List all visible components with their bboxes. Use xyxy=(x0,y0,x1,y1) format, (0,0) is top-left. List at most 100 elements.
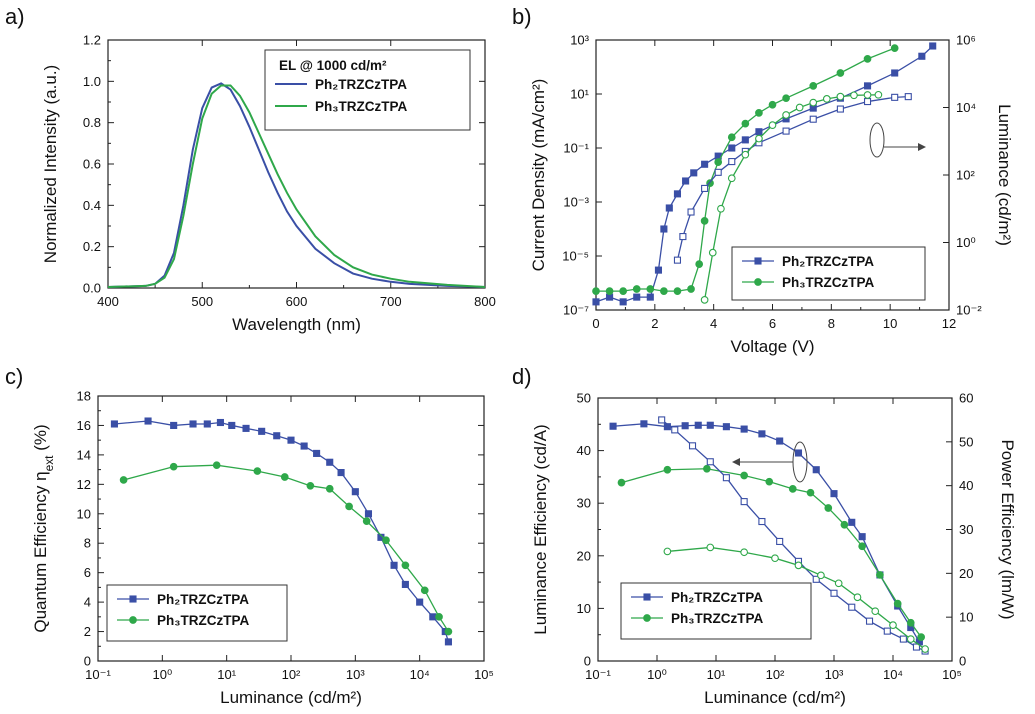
data-point xyxy=(883,627,891,635)
y-tick-label: 1.0 xyxy=(83,74,101,89)
y-tick-label: 14 xyxy=(77,447,91,462)
data-point xyxy=(654,266,663,274)
data-point xyxy=(754,278,762,286)
data-point xyxy=(755,109,763,117)
data-point xyxy=(758,517,766,526)
data-point xyxy=(906,618,915,627)
data-point xyxy=(169,462,178,471)
data-point xyxy=(850,91,858,100)
legend: EL @ 1000 cd/m² Ph₂TRZCzTPA Ph₃TRZCzTPA xyxy=(264,49,471,131)
data-point xyxy=(688,442,697,450)
series-3 xyxy=(663,543,929,653)
data-point xyxy=(768,121,777,129)
x-tick-label: 2 xyxy=(651,316,658,331)
data-point xyxy=(917,633,926,641)
data-point xyxy=(822,95,831,103)
x-axis-label: Voltage (V) xyxy=(730,337,814,356)
data-point xyxy=(840,520,849,529)
y2-tick-label: 30 xyxy=(959,522,973,537)
data-point xyxy=(663,465,672,474)
series-1 xyxy=(592,44,899,295)
data-point xyxy=(617,478,626,487)
data-point xyxy=(863,55,872,63)
legend-box xyxy=(264,49,471,131)
data-point xyxy=(673,256,682,264)
data-point xyxy=(717,204,725,213)
legend-label: Ph₃TRZCzTPA xyxy=(782,275,874,290)
x-axis-label: Luminance (cd/m²) xyxy=(220,688,362,707)
panel-label: b) xyxy=(512,4,532,29)
data-point xyxy=(889,621,897,629)
data-point xyxy=(216,418,224,427)
data-point xyxy=(714,168,722,176)
series-group-ellipse xyxy=(869,122,885,158)
x-axis-label: Wavelength (nm) xyxy=(232,315,361,334)
data-point xyxy=(788,485,797,493)
data-point xyxy=(830,589,838,597)
data-point xyxy=(776,537,784,546)
y2-tick-label: 10⁴ xyxy=(956,100,976,115)
data-point xyxy=(660,287,668,295)
series-line xyxy=(107,82,486,288)
data-point xyxy=(758,430,766,438)
data-point xyxy=(740,471,749,480)
series-0 xyxy=(107,82,486,288)
data-point xyxy=(687,285,695,293)
legend-label: Ph₂TRZCzTPA xyxy=(157,592,249,607)
data-point xyxy=(740,498,748,506)
panel-label: a) xyxy=(5,4,25,29)
data-point xyxy=(253,467,262,475)
data-point xyxy=(658,416,666,424)
data-point xyxy=(834,579,843,588)
y-tick-label: 0.6 xyxy=(83,157,101,172)
data-point xyxy=(189,420,197,428)
data-point xyxy=(904,93,912,101)
data-point xyxy=(782,94,790,103)
y-tick-label: 20 xyxy=(577,548,591,563)
series-3 xyxy=(700,90,883,304)
y-tick-label: 12 xyxy=(77,477,91,492)
data-point xyxy=(390,561,398,569)
data-point xyxy=(444,627,453,636)
data-point xyxy=(306,481,315,490)
data-point xyxy=(714,158,723,166)
data-point xyxy=(313,449,321,457)
y-tick-label: 10⁻¹ xyxy=(563,141,589,156)
y2-tick-label: 10⁻² xyxy=(956,303,982,318)
x-tick-label: 12 xyxy=(942,316,956,331)
legend-label: Ph₂TRZCzTPA xyxy=(782,254,874,269)
panel-label: c) xyxy=(5,364,23,389)
data-point xyxy=(865,617,874,625)
x-tick-label: 10 xyxy=(883,316,897,331)
data-point xyxy=(695,260,704,268)
data-point xyxy=(679,233,687,241)
data-point xyxy=(362,517,371,525)
data-point xyxy=(273,432,281,440)
data-point xyxy=(771,554,779,563)
y2-tick-label: 0 xyxy=(959,654,966,669)
data-point xyxy=(740,425,748,433)
x-tick-label: 10¹ xyxy=(217,667,236,682)
data-point xyxy=(701,184,709,192)
y-tick-label: 0.2 xyxy=(83,239,101,254)
data-point xyxy=(874,90,883,99)
data-point xyxy=(722,423,730,431)
x-tick-label: 10⁵ xyxy=(474,667,494,682)
data-point xyxy=(728,144,736,152)
y-tick-label: 30 xyxy=(577,496,591,511)
data-point xyxy=(110,420,118,428)
y-tick-label: 0 xyxy=(584,654,591,669)
y-tick-label: 10³ xyxy=(570,33,589,48)
data-point xyxy=(754,257,762,265)
data-point xyxy=(242,424,250,432)
data-point xyxy=(794,561,803,570)
y-tick-label: 0.0 xyxy=(83,281,101,296)
series-1 xyxy=(107,84,486,288)
data-point xyxy=(337,469,345,477)
data-point xyxy=(812,466,820,474)
data-point xyxy=(706,543,715,552)
data-point xyxy=(863,91,872,99)
data-point xyxy=(660,225,668,233)
y2-tick-label: 10² xyxy=(956,168,975,183)
panel-label: d) xyxy=(512,364,532,389)
